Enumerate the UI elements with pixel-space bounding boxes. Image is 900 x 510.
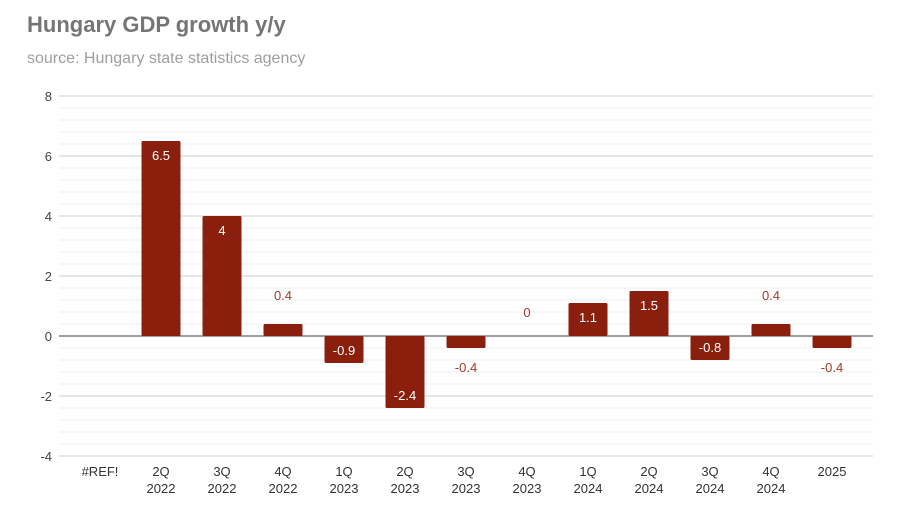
x-tick-label: 2023 bbox=[452, 481, 481, 496]
data-label: 1.5 bbox=[640, 298, 658, 313]
y-tick-label: 4 bbox=[45, 209, 52, 224]
data-label: -0.9 bbox=[333, 343, 355, 358]
x-tick-label: 3Q bbox=[213, 464, 230, 479]
bar bbox=[141, 141, 181, 336]
bar bbox=[202, 216, 242, 336]
data-label: -2.4 bbox=[394, 388, 416, 403]
x-tick-label: 2Q bbox=[152, 464, 169, 479]
bar bbox=[690, 336, 730, 360]
x-tick-label: 3Q bbox=[457, 464, 474, 479]
x-tick-label: 1Q bbox=[579, 464, 596, 479]
x-tick-label: 2023 bbox=[330, 481, 359, 496]
x-tick-label: 3Q bbox=[701, 464, 718, 479]
y-tick-label: 8 bbox=[45, 89, 52, 104]
bar bbox=[446, 336, 486, 348]
bar bbox=[568, 303, 608, 336]
chart-subtitle: source: Hungary state statistics agency bbox=[27, 50, 306, 67]
chart-title: Hungary GDP growth y/y bbox=[27, 12, 286, 37]
x-tick-label: 2Q bbox=[640, 464, 657, 479]
x-tick-label: 2022 bbox=[147, 481, 176, 496]
data-label: 1.1 bbox=[579, 310, 597, 325]
x-tick-label: 4Q bbox=[518, 464, 535, 479]
x-tick-label: 2Q bbox=[396, 464, 413, 479]
bar bbox=[751, 324, 791, 336]
bar bbox=[263, 324, 303, 336]
bar bbox=[812, 336, 852, 348]
bar bbox=[385, 336, 425, 408]
data-label: -0.4 bbox=[821, 360, 843, 375]
data-label: -0.8 bbox=[699, 340, 721, 355]
x-tick-label: 1Q bbox=[335, 464, 352, 479]
x-tick-label: 2024 bbox=[574, 481, 603, 496]
data-label: 0 bbox=[523, 305, 530, 320]
x-tick-label: 2022 bbox=[208, 481, 237, 496]
x-tick-label: 2024 bbox=[757, 481, 786, 496]
y-tick-label: -4 bbox=[40, 449, 52, 464]
bar bbox=[324, 336, 364, 363]
x-tick-label: 2024 bbox=[635, 481, 664, 496]
x-tick-label: 2024 bbox=[696, 481, 725, 496]
x-tick-label: 2023 bbox=[513, 481, 542, 496]
data-label: 6.5 bbox=[152, 148, 170, 163]
data-label: -0.4 bbox=[455, 360, 477, 375]
x-tick-label: 2025 bbox=[818, 464, 847, 479]
y-tick-label: -2 bbox=[40, 389, 52, 404]
x-tick-label: 2022 bbox=[269, 481, 298, 496]
x-tick-label: 4Q bbox=[762, 464, 779, 479]
x-tick-label: 4Q bbox=[274, 464, 291, 479]
y-tick-label: 2 bbox=[45, 269, 52, 284]
x-tick-label: #REF! bbox=[82, 464, 119, 479]
data-label: 0.4 bbox=[274, 288, 292, 303]
bar bbox=[629, 291, 669, 336]
y-tick-label: 0 bbox=[45, 329, 52, 344]
x-tick-label: 2023 bbox=[391, 481, 420, 496]
data-label: 0.4 bbox=[762, 288, 780, 303]
data-label: 4 bbox=[218, 223, 225, 238]
y-tick-label: 6 bbox=[45, 149, 52, 164]
